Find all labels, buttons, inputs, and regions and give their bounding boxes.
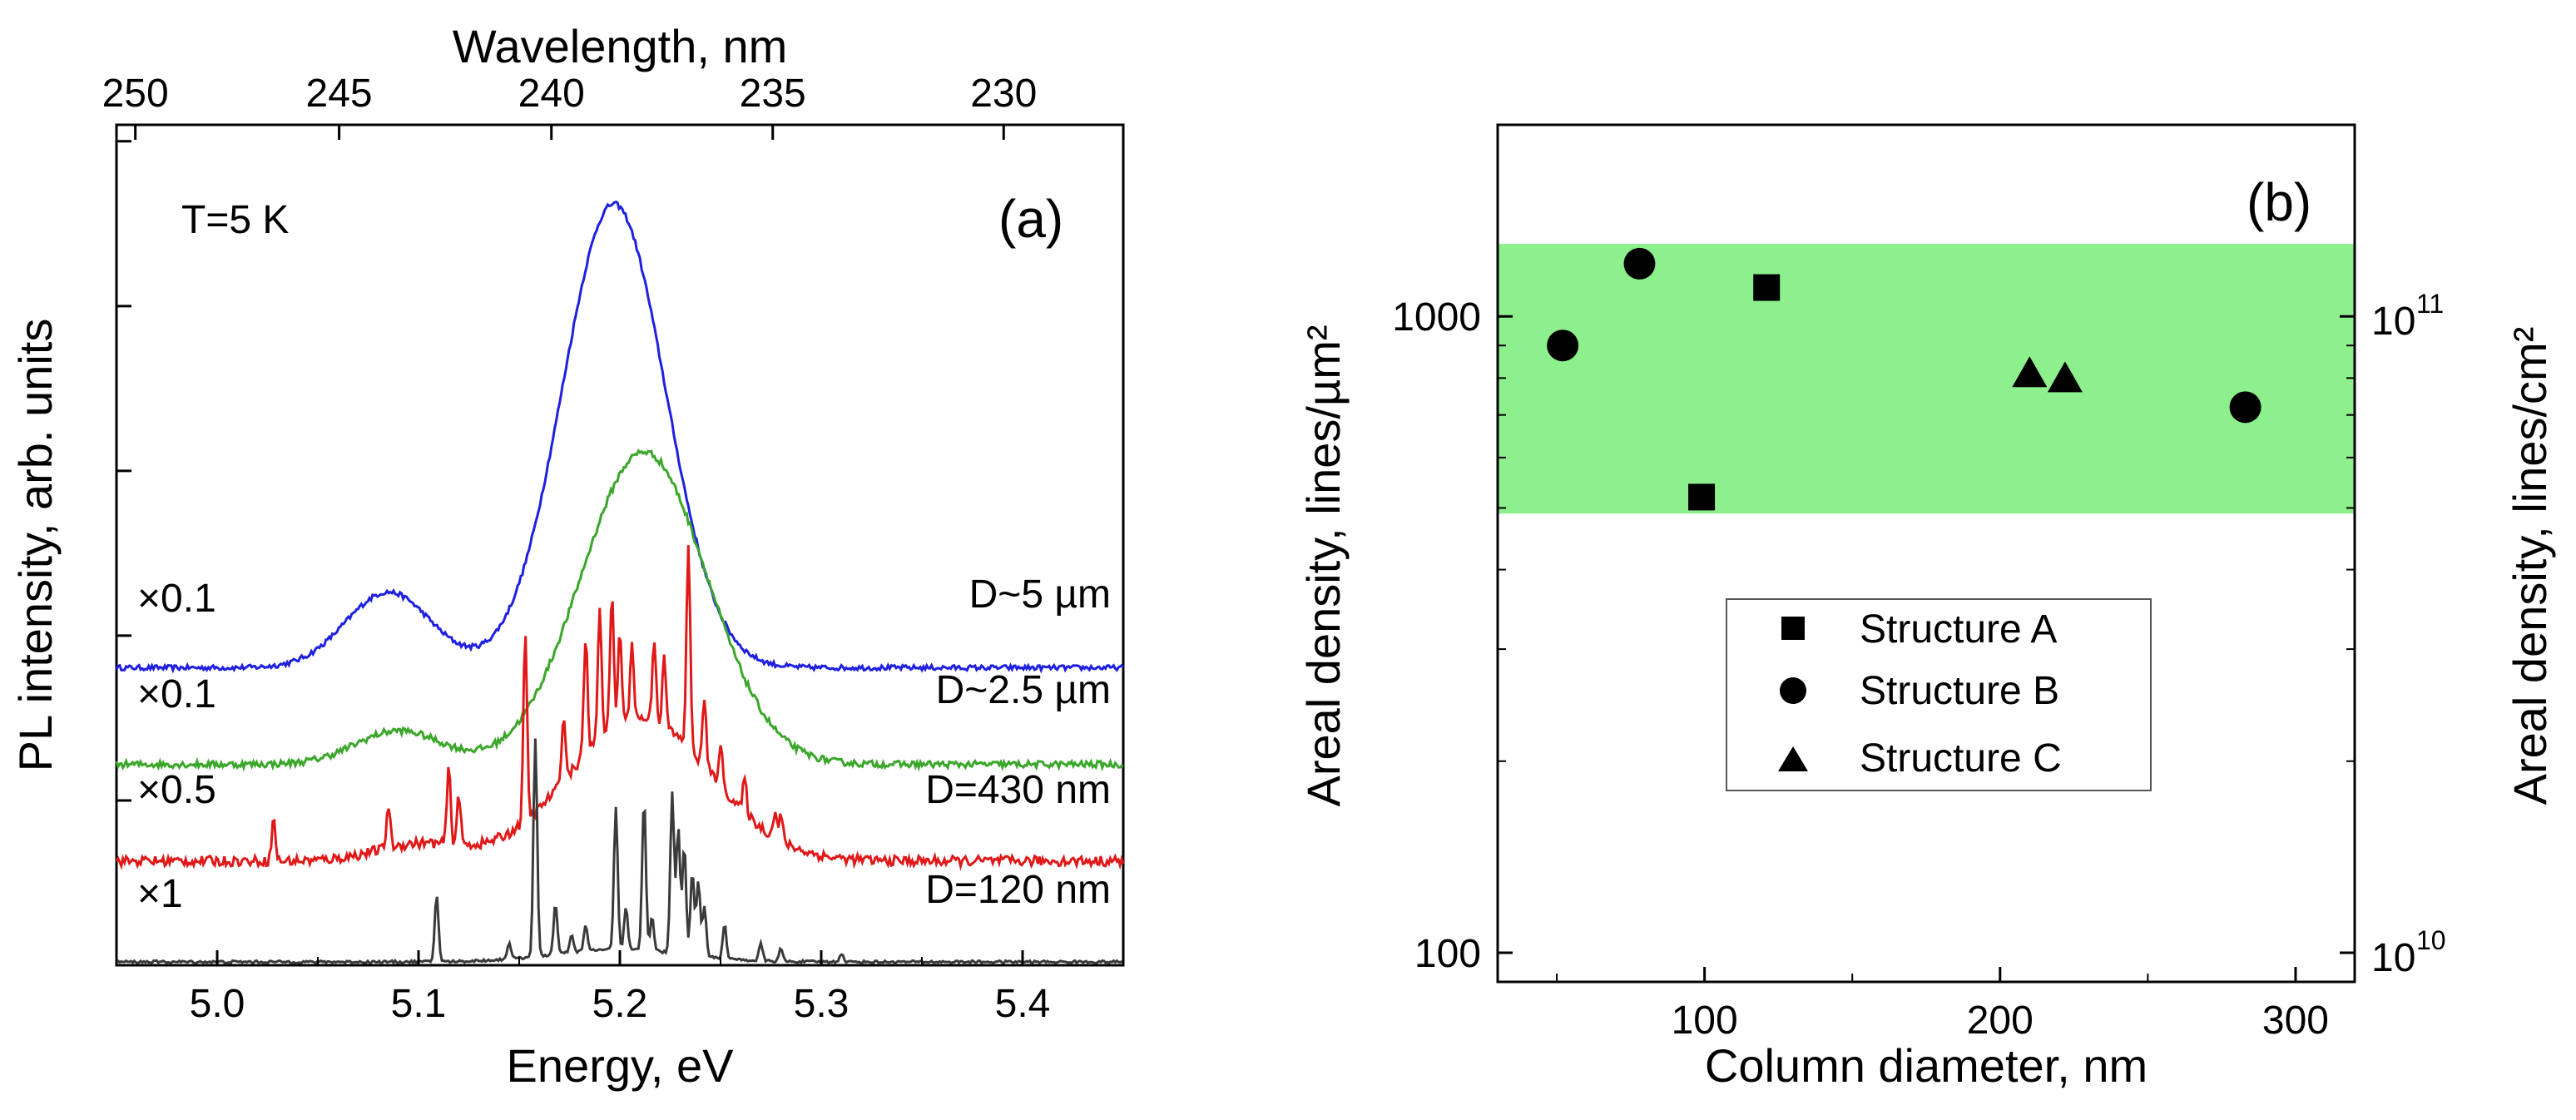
panel-a-x2-tick-label: 230	[970, 72, 1037, 116]
series-label-d120nm: D=120 nm	[925, 868, 1111, 912]
panel-b-y-tick-label: 1000	[1392, 295, 1481, 339]
panel-b-plot-frame	[1496, 123, 2356, 984]
panel-b-y2-tick-label: 10	[2371, 300, 2415, 344]
series-label-d430nm: D=430 nm	[925, 768, 1111, 812]
data-point-structure-a	[1688, 483, 1716, 511]
panel-b-y-tick-label: 100	[1414, 932, 1481, 976]
panel-a-ticks: 5.0 5.1 5.2 5.3 5.4 250 245 240 235 230	[102, 72, 1124, 1026]
panel-b-x-tick-label: 100	[1672, 999, 1738, 1043]
legend-label-structure-b: Structure B	[1860, 669, 2059, 713]
panel-a-x-tick-label: 5.3	[794, 982, 850, 1026]
panel-a-x-axis-title: Energy, eV	[507, 1039, 735, 1092]
panel-b-label: (b)	[2247, 172, 2311, 232]
legend-label-structure-a: Structure A	[1860, 607, 2057, 652]
panel-a-x-tick-label: 5.1	[391, 982, 447, 1026]
panel-a-y-axis-title: PL intensity, arb. units	[9, 319, 62, 772]
data-point-structure-c	[2047, 361, 2083, 393]
panel-a-x2-tick-label: 250	[102, 72, 169, 116]
spectrum-line	[115, 545, 1125, 871]
panel-b-y-axis-title: Areal density, lines/µm²	[1297, 325, 1350, 807]
panel-a-x-tick-label: 5.2	[592, 982, 648, 1026]
panel-a-x2-tick-label: 245	[306, 72, 373, 116]
panel-b-y2-tick-exponent: 11	[2416, 289, 2444, 319]
panel-b-x-tick-label: 200	[1967, 999, 2034, 1043]
temperature-label: T=5 K	[181, 198, 289, 242]
panel-b-x-tick-label: 300	[2262, 999, 2329, 1043]
density-band	[1498, 244, 2355, 514]
panel-a-x-tick-label: 5.4	[995, 982, 1051, 1026]
series-label-d2-5um: D~2.5 µm	[936, 668, 1111, 712]
data-point-structure-a	[1753, 274, 1781, 301]
panel-a-label: (a)	[998, 189, 1063, 249]
legend-label-structure-c: Structure C	[1860, 736, 2062, 781]
series-label-d5um: D~5 µm	[969, 572, 1111, 617]
panel-a-plot-frame	[115, 123, 1125, 967]
spectrum-line	[116, 738, 1124, 965]
panel-a-x-tick-label: 5.0	[190, 982, 245, 1026]
panel-b-y2-tick-exponent: 10	[2416, 925, 2446, 955]
scale-label-d120nm: ×1	[137, 872, 183, 916]
spectrum-line	[115, 448, 1124, 772]
legend-marker-circle	[1780, 677, 1806, 704]
data-point-structure-b	[1623, 247, 1656, 280]
legend-marker-square	[1781, 617, 1805, 640]
data-point-structure-b	[2229, 391, 2261, 424]
panel-b-y2-tick-label: 10	[2371, 936, 2415, 980]
scale-label-d5um: ×0.1	[137, 577, 216, 621]
scale-label-d2-5um: ×0.1	[137, 672, 216, 716]
data-point-structure-b	[1547, 330, 1579, 362]
panel-a-pl-spectra: 5.0 5.1 5.2 5.3 5.4 250 245 240 235 230 Wavelengt…	[9, 20, 1125, 1092]
panel-a-x2-axis-title: Wavelength, nm	[453, 20, 788, 72]
panel-b-points	[1547, 247, 2261, 511]
data-point-structure-c	[2012, 356, 2048, 388]
panel-b-x-axis-title: Column diameter, nm	[1705, 1039, 2147, 1092]
panel-a-series-lines	[115, 201, 1125, 965]
panel-b-y2-axis-title: Areal density, lines/cm²	[2504, 327, 2556, 805]
spectrum-line	[115, 201, 1125, 674]
legend: Structure A Structure B Structure C	[1726, 598, 2152, 791]
legend-marker-triangle	[1778, 746, 1808, 771]
panel-a-x2-tick-label: 240	[518, 72, 585, 116]
scale-label-d430nm: ×0.5	[137, 768, 216, 812]
panel-a-x2-tick-label: 235	[740, 72, 806, 116]
